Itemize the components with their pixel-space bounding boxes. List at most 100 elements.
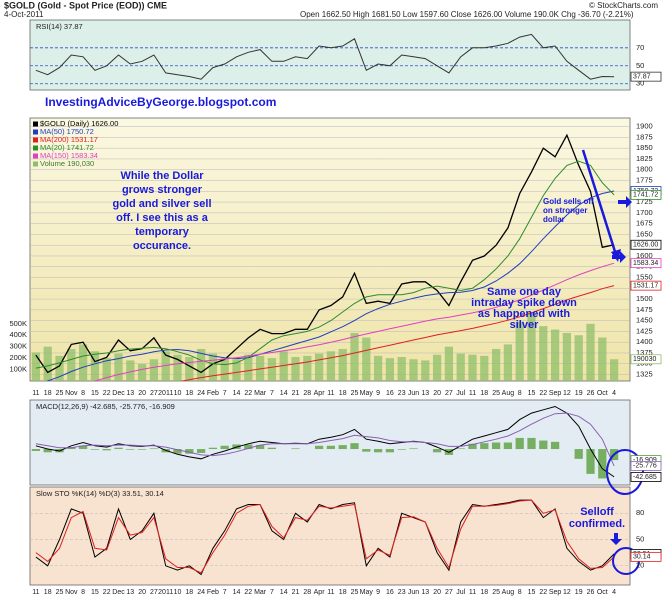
x-tick-label: 20: [138, 390, 146, 397]
value-tag: 1626.00: [633, 242, 658, 249]
x-tick-label: 13: [421, 589, 429, 596]
x-tick-label: 23: [398, 589, 406, 596]
y-tick-label: 50: [636, 61, 644, 70]
legend-swatch: [33, 145, 38, 151]
histogram-bar: [114, 447, 123, 450]
circle: [606, 449, 644, 495]
histogram-bar: [149, 448, 159, 450]
histogram-bar: [338, 445, 347, 450]
annotation-text: intraday spike down: [471, 297, 577, 309]
y-tick-label: 1400: [636, 337, 653, 346]
volume-bar: [78, 344, 88, 381]
x-tick-label: 14: [233, 390, 241, 397]
histogram-bar: [90, 449, 100, 450]
legend-entry: MA(20) 1741.72: [40, 143, 94, 152]
volume-bar: [196, 348, 206, 381]
annotation-text: as happened with: [478, 308, 571, 320]
histogram-bar: [31, 449, 41, 451]
tag-box: [630, 354, 662, 365]
volume-bar: [67, 348, 76, 381]
volume-bar: [102, 358, 111, 381]
histogram-bar: [102, 449, 111, 451]
arrow: [618, 196, 632, 208]
x-tick-label: 14: [280, 390, 288, 397]
x-tick-label: 18: [339, 390, 347, 397]
legend-swatch: [33, 129, 38, 135]
volume-bar: [373, 355, 383, 381]
y-tick-label: 50: [636, 534, 644, 543]
volume-bar: [338, 348, 347, 381]
x-tick-label: 22: [244, 589, 252, 596]
volume-bar: [43, 346, 52, 381]
series-line: [35, 133, 615, 374]
tag-box: [630, 472, 662, 482]
volume-tick-label: 400K: [9, 330, 27, 339]
x-tick-label: 19: [575, 390, 583, 397]
y-tick-label: 80: [636, 508, 644, 517]
tag-box: [630, 551, 662, 562]
panel-title: RSI(14) 37.87: [36, 22, 83, 31]
legend-entry: $GOLD (Daily) 1626.00: [40, 119, 118, 128]
histogram-bar: [385, 449, 395, 453]
histogram-bar: [456, 448, 465, 450]
annotations: While the Dollar grows stronger gold and s…: [112, 149, 644, 575]
x-tick-label: 28: [303, 589, 311, 596]
histogram-bar: [586, 449, 595, 474]
tag-box: [630, 189, 662, 200]
y-tick-label: 1600: [636, 251, 653, 260]
histogram-bar: [185, 449, 194, 454]
histogram-bar: [574, 449, 583, 459]
histogram-bar: [78, 445, 88, 450]
annotation-text: Selloff: [580, 506, 614, 518]
series-line: [35, 412, 615, 467]
volume-bar: [480, 355, 489, 381]
legend-swatch: [33, 153, 38, 159]
value-tag: 30.14: [633, 554, 651, 561]
x-tick-label: 7: [270, 589, 274, 596]
value-tag: 37.87: [633, 73, 651, 80]
volume-bar: [161, 351, 170, 381]
histogram-bar: [314, 445, 324, 450]
x-tick-label: 16: [386, 390, 394, 397]
annotation-text: While the Dollar: [120, 170, 204, 182]
x-tick-label: 12: [563, 390, 571, 397]
series-line: [35, 33, 615, 80]
volume-bar: [409, 359, 418, 381]
volume-bar: [503, 344, 513, 381]
histogram-bar: [244, 444, 253, 450]
x-tick-label: 24: [197, 589, 205, 596]
histogram-bar: [491, 442, 501, 450]
legend-swatch: [33, 161, 38, 167]
y-tick-label: 1800: [636, 165, 653, 174]
x-tick-label: 7: [223, 589, 227, 596]
annotation-text: occurance.: [133, 240, 191, 252]
x-tick-label: 18: [480, 589, 488, 596]
x-tick-label: 2011: [158, 390, 173, 397]
x-tick-label: 20: [433, 589, 441, 596]
series-line: [93, 262, 615, 381]
date: 4-Oct-2011: [4, 10, 44, 19]
value-tag: -16.909: [633, 457, 657, 464]
value-tag: 1531.17: [633, 282, 658, 289]
volume-bar: [444, 346, 454, 381]
y-tick-label: 1425: [636, 326, 653, 335]
x-tick-label: 19: [575, 589, 583, 596]
x-tick-label: 16: [386, 589, 394, 596]
volume-bar: [55, 355, 64, 381]
annotation-text: Same one day: [487, 286, 562, 298]
y-tick-label: 70: [636, 43, 644, 52]
y-tick-label: 1375: [636, 348, 653, 357]
volume-bar: [31, 352, 41, 381]
annotation-text: gold and silver sell: [112, 198, 211, 210]
arrow: [581, 149, 619, 259]
value-tag: 1741.72: [633, 192, 658, 199]
histogram-bar: [539, 440, 548, 450]
volume-bar: [220, 358, 229, 381]
x-tick-label: 11: [469, 390, 476, 397]
x-tick-label: 25: [492, 390, 500, 397]
y-tick-label: 1650: [636, 229, 653, 238]
x-tick-label: 25: [56, 589, 64, 596]
x-tick-label: 20: [433, 390, 441, 397]
x-tick-label: 15: [528, 390, 536, 397]
y-tick-label: 1475: [636, 305, 653, 314]
